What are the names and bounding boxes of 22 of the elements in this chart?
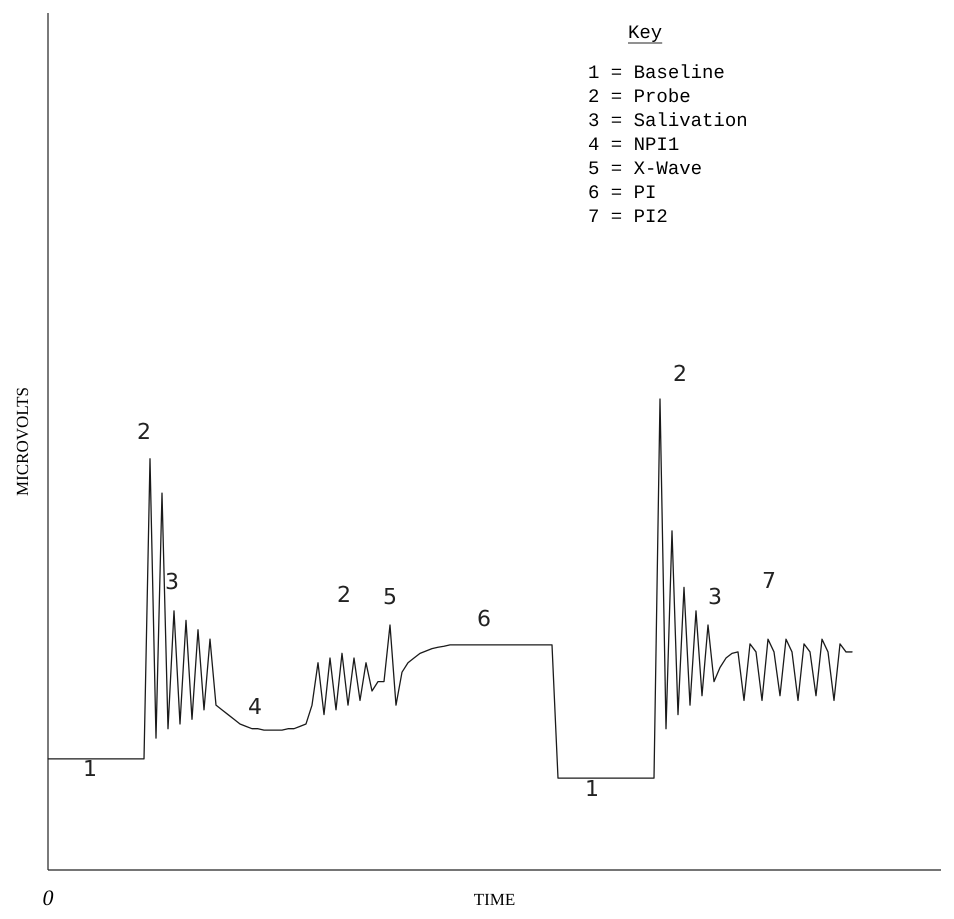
y-axis-title: MICROVOLTS xyxy=(13,387,32,496)
text: 5 = X-Wave xyxy=(588,158,702,180)
text: 0 xyxy=(42,885,54,910)
annotation: 3 xyxy=(165,570,179,596)
annotation: 6 xyxy=(477,607,491,632)
text: 2 = Probe xyxy=(588,86,691,108)
annotation: 2 xyxy=(137,420,151,446)
legend-title: Key xyxy=(628,22,662,44)
annotation: 2 xyxy=(337,583,351,608)
annotation: 1 xyxy=(585,777,599,802)
annotation: 3 xyxy=(708,585,722,610)
annotation: 7 xyxy=(762,569,776,594)
text: 2 xyxy=(673,362,687,388)
annotation: 4 xyxy=(248,695,262,720)
text: 1 = Baseline xyxy=(588,62,725,84)
text: 4 = NPI1 xyxy=(588,134,680,156)
x-axis-title: TIME xyxy=(474,890,516,909)
text: 7 = PI2 xyxy=(588,206,668,228)
annotation: 5 xyxy=(383,585,397,610)
text: 6 = PI xyxy=(588,182,656,204)
annotation: 1 xyxy=(83,757,97,782)
text: 3 = Salivation xyxy=(588,110,748,132)
